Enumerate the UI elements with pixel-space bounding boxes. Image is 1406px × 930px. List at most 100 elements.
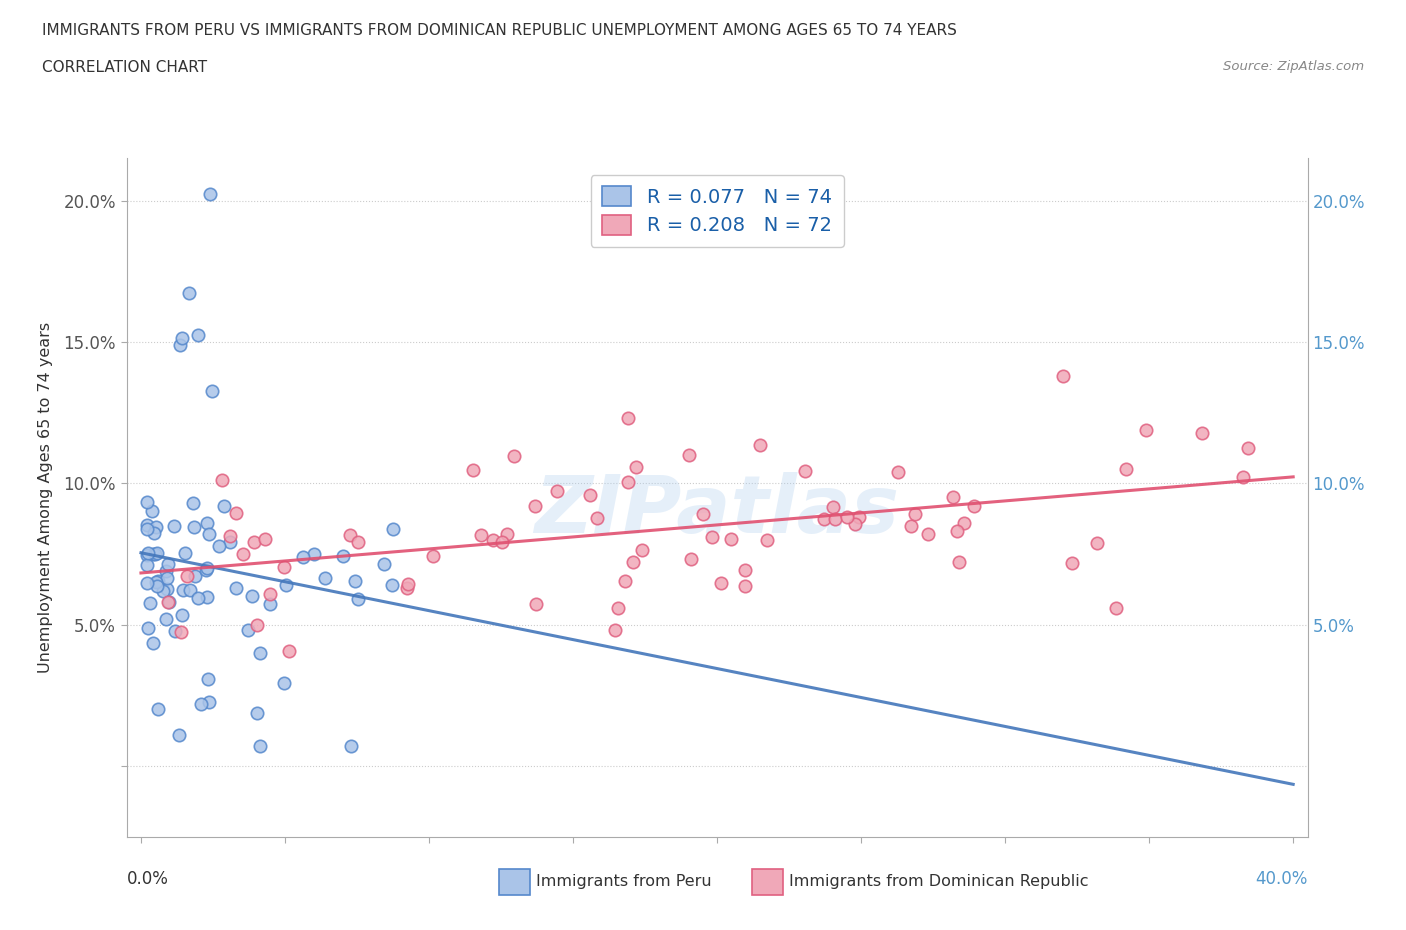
Point bbox=[218, 535, 240, 550]
Point bbox=[194, 563, 217, 578]
Point bbox=[157, 595, 180, 610]
Point bbox=[524, 498, 547, 513]
Point bbox=[748, 438, 770, 453]
Point bbox=[195, 561, 218, 576]
Point bbox=[381, 578, 404, 592]
Point bbox=[238, 623, 260, 638]
Point bbox=[253, 531, 276, 546]
Point bbox=[135, 495, 157, 510]
Point bbox=[470, 527, 492, 542]
Point bbox=[302, 547, 325, 562]
Point bbox=[198, 694, 221, 709]
Point bbox=[197, 672, 219, 687]
Point bbox=[1135, 422, 1157, 437]
Point bbox=[720, 532, 742, 547]
Point bbox=[339, 527, 361, 542]
Point bbox=[524, 596, 547, 611]
Point bbox=[145, 575, 167, 590]
Point bbox=[1087, 536, 1109, 551]
Point bbox=[546, 484, 568, 498]
Point bbox=[904, 507, 927, 522]
Point bbox=[176, 568, 198, 583]
Point bbox=[198, 187, 221, 202]
Point bbox=[948, 554, 970, 569]
Text: Source: ZipAtlas.com: Source: ZipAtlas.com bbox=[1223, 60, 1364, 73]
Point bbox=[135, 522, 157, 537]
Point bbox=[138, 546, 160, 561]
Point bbox=[259, 596, 281, 611]
Point bbox=[225, 580, 247, 595]
Point bbox=[481, 533, 503, 548]
Point bbox=[844, 516, 866, 531]
Point bbox=[461, 462, 484, 477]
Point bbox=[190, 698, 212, 712]
Point bbox=[173, 546, 195, 561]
Point bbox=[734, 578, 756, 593]
Text: Immigrants from Peru: Immigrants from Peru bbox=[536, 874, 711, 889]
Point bbox=[243, 535, 266, 550]
Point bbox=[172, 583, 194, 598]
Point bbox=[1115, 462, 1137, 477]
Point bbox=[496, 526, 519, 541]
Point bbox=[183, 520, 205, 535]
Point bbox=[198, 526, 221, 541]
Point bbox=[794, 463, 817, 478]
Point bbox=[1237, 441, 1260, 456]
Point bbox=[170, 608, 193, 623]
Point bbox=[373, 557, 395, 572]
Point bbox=[143, 526, 166, 541]
Point bbox=[211, 472, 233, 487]
Point bbox=[813, 512, 835, 526]
Point bbox=[249, 738, 271, 753]
Point bbox=[139, 595, 162, 610]
Point bbox=[346, 591, 368, 606]
Point bbox=[344, 574, 367, 589]
Point bbox=[332, 549, 354, 564]
Point bbox=[274, 578, 297, 592]
Point bbox=[135, 517, 157, 532]
Point bbox=[821, 499, 844, 514]
Point bbox=[491, 535, 513, 550]
Point bbox=[169, 338, 191, 352]
Point bbox=[848, 510, 870, 525]
Point bbox=[156, 570, 179, 585]
Point bbox=[156, 581, 179, 596]
Point bbox=[135, 557, 157, 572]
Point bbox=[246, 618, 269, 632]
Point bbox=[212, 498, 235, 513]
Point bbox=[679, 552, 702, 567]
Point bbox=[195, 516, 218, 531]
Point bbox=[170, 331, 193, 346]
Point bbox=[163, 623, 186, 638]
Point bbox=[148, 702, 170, 717]
Point bbox=[187, 591, 209, 605]
Point bbox=[616, 411, 638, 426]
Point bbox=[183, 569, 205, 584]
Point bbox=[886, 465, 908, 480]
Point bbox=[692, 506, 714, 521]
Point bbox=[225, 506, 247, 521]
Point bbox=[169, 625, 191, 640]
Point bbox=[395, 580, 418, 595]
Point bbox=[579, 488, 602, 503]
Point bbox=[617, 474, 640, 489]
Point bbox=[155, 612, 177, 627]
Point bbox=[187, 327, 209, 342]
Point bbox=[156, 557, 179, 572]
Point bbox=[1060, 555, 1083, 570]
Point bbox=[917, 526, 939, 541]
Point bbox=[146, 574, 169, 589]
Point bbox=[156, 594, 179, 609]
Point bbox=[232, 546, 254, 561]
Point bbox=[181, 496, 204, 511]
Point bbox=[145, 520, 167, 535]
Point bbox=[208, 539, 231, 554]
Point bbox=[142, 546, 165, 561]
Point bbox=[837, 510, 859, 525]
Point bbox=[734, 563, 756, 578]
Point bbox=[1191, 426, 1213, 441]
Point bbox=[346, 535, 368, 550]
Point bbox=[135, 547, 157, 562]
Point bbox=[900, 519, 922, 534]
Point bbox=[273, 559, 295, 574]
